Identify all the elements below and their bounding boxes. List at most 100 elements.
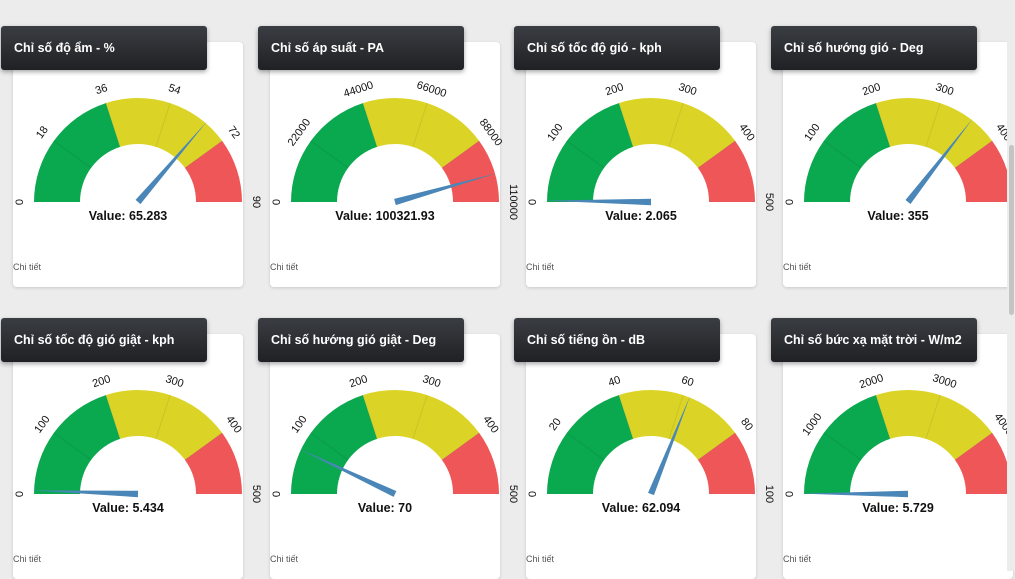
gauge-band-mid — [875, 390, 993, 460]
gauge-value: Value: 5.729 — [862, 501, 934, 515]
gauge-band-low — [547, 103, 634, 202]
gauge-band-mid — [362, 390, 480, 460]
gauge-card: Chỉ số hướng gió - Deg0100200300400500Va… — [771, 26, 1014, 287]
gauge-divider — [441, 432, 480, 461]
gauge-divider — [441, 140, 480, 169]
gauge-tick-label: 2000 — [858, 372, 885, 391]
detail-link[interactable]: Chi tiết — [13, 262, 42, 272]
gauge-divider — [697, 432, 736, 461]
gauge-value: Value: 5.434 — [92, 501, 164, 515]
card-title: Chỉ số hướng gió - Deg — [771, 26, 977, 70]
gauge-band-mid — [105, 390, 223, 460]
gauge-divider — [618, 102, 634, 147]
gauge-card: Chỉ số tốc độ gió - kph 0 100 200 300 400 500 V… — [514, 26, 775, 287]
gauge-tick-label: 300 — [934, 81, 955, 98]
gauge-tick-label: 110000 — [507, 184, 519, 220]
gauge-value: Value: 100321.93 — [335, 209, 435, 223]
gauge-tick-label: 1000 — [800, 411, 824, 438]
gauge-band-high — [697, 140, 755, 202]
gauge-band-mid — [105, 98, 223, 168]
gauge-tick-label: 44000 — [342, 79, 375, 100]
detail-link[interactable]: Chi tiết — [526, 262, 555, 272]
detail-link[interactable]: Chi tiết — [270, 554, 299, 564]
gauge-tick-label: 0 — [14, 491, 26, 497]
gauge-card: Chỉ số độ ẩm - % 0 18 36 54 72 90 Value: 65.283… — [1, 26, 262, 287]
gauge-tick-label: 500 — [507, 485, 519, 503]
gauge-chart: 0 20 40 60 80 100 — [527, 374, 775, 503]
gauge-needle — [545, 198, 652, 206]
gauge-needle — [905, 118, 973, 204]
gauge-band-mid — [362, 98, 480, 168]
scrollbar[interactable] — [1007, 0, 1015, 571]
gauge-needle — [32, 490, 139, 498]
gauge-divider — [823, 140, 862, 169]
gauge-divider — [362, 102, 378, 147]
gauge-divider — [925, 102, 941, 147]
gauge-divider — [105, 394, 121, 439]
gauge-band-high — [697, 432, 755, 494]
gauge-needle — [648, 395, 691, 496]
gauge-needle — [135, 121, 207, 205]
gauge-tick-label: 18 — [34, 124, 51, 141]
scrollbar-thumb[interactable] — [1009, 145, 1014, 315]
gauge-divider — [618, 394, 634, 439]
gauge-band-mid — [875, 98, 993, 168]
gauge-divider — [184, 140, 223, 169]
gauge-divider — [668, 394, 684, 439]
card-title: Chỉ số tiếng ồn - dB — [514, 318, 720, 362]
gauge-value: Value: 2.065 — [605, 209, 677, 223]
gauge-tick-label: 300 — [164, 373, 185, 390]
gauge-tick-label: 100 — [763, 485, 775, 503]
gauge-tick-label: 100 — [545, 122, 565, 144]
gauge-tick-label: 3000 — [931, 372, 958, 391]
gauge-tick-label: 66000 — [415, 79, 448, 100]
gauge-band-low — [804, 395, 891, 494]
gauge-card: Chỉ số áp suất - PA 0 22000 44000 66000 88000… — [258, 26, 519, 287]
gauge-band-low — [291, 395, 378, 494]
gauge-needle — [394, 173, 497, 206]
gauge-divider — [310, 432, 349, 461]
gauge-divider — [362, 394, 378, 439]
detail-link[interactable]: Chi tiết — [270, 262, 299, 272]
gauge-tick-label: 0 — [784, 491, 796, 497]
detail-link[interactable]: Chi tiết — [13, 554, 42, 564]
gauge-divider — [823, 432, 862, 461]
gauge-card: Chỉ số tốc độ gió giật - kph 0 100 200 300 40… — [1, 318, 262, 579]
gauge-chart: 0 100 200 300 400 500 — [527, 81, 775, 211]
card-title: Chỉ số áp suất - PA — [258, 26, 464, 70]
gauge-divider — [925, 394, 941, 439]
gauge-divider — [668, 102, 684, 147]
gauge-tick-label: 400 — [480, 414, 500, 436]
gauge-divider — [875, 102, 891, 147]
gauge-chart: 0 18 36 54 72 90 — [14, 82, 262, 208]
gauge-band-high — [441, 432, 499, 494]
gauge-card: Chỉ số tiếng ồn - dB 0 20 40 60 80 100 Value: 6… — [514, 318, 775, 579]
detail-link[interactable]: Chi tiết — [526, 554, 555, 564]
gauge-band-high — [184, 140, 242, 202]
gauge-divider — [875, 394, 891, 439]
gauge-tick-label: 40 — [607, 374, 622, 389]
card-title: Chỉ số hướng gió giật - Deg — [258, 318, 464, 362]
gauge-tick-label: 100 — [802, 122, 822, 144]
gauge-card: Chỉ số hướng gió giật - Deg 0 100 200 300 400… — [258, 318, 519, 579]
card-title: Chỉ số tốc độ gió - kph — [514, 26, 720, 70]
gauge-divider — [697, 140, 736, 169]
gauge-tick-label: 200 — [91, 373, 112, 390]
gauge-band-high — [954, 432, 1012, 494]
gauge-divider — [310, 140, 349, 169]
gauge-divider — [412, 102, 428, 147]
gauge-band-mid — [618, 98, 736, 168]
gauge-tick-label: 300 — [677, 81, 698, 98]
card-title: Chỉ số tốc độ gió giật - kph — [1, 318, 207, 362]
gauge-band-low — [291, 103, 378, 202]
gauge-tick-label: 0 — [527, 199, 539, 205]
detail-link[interactable]: Chi tiết — [783, 554, 812, 564]
card-title: Chỉ số độ ẩm - % — [1, 26, 207, 70]
gauge-tick-label: 100 — [32, 414, 52, 436]
gauge-tick-label: 0 — [271, 491, 283, 497]
gauge-tick-label: 300 — [421, 373, 442, 390]
gauge-card: Chỉ số bức xạ mặt trời - W/m2 0 1000 2000 30… — [771, 318, 1015, 579]
gauge-tick-label: 400 — [736, 122, 756, 144]
detail-link[interactable]: Chi tiết — [783, 262, 812, 272]
